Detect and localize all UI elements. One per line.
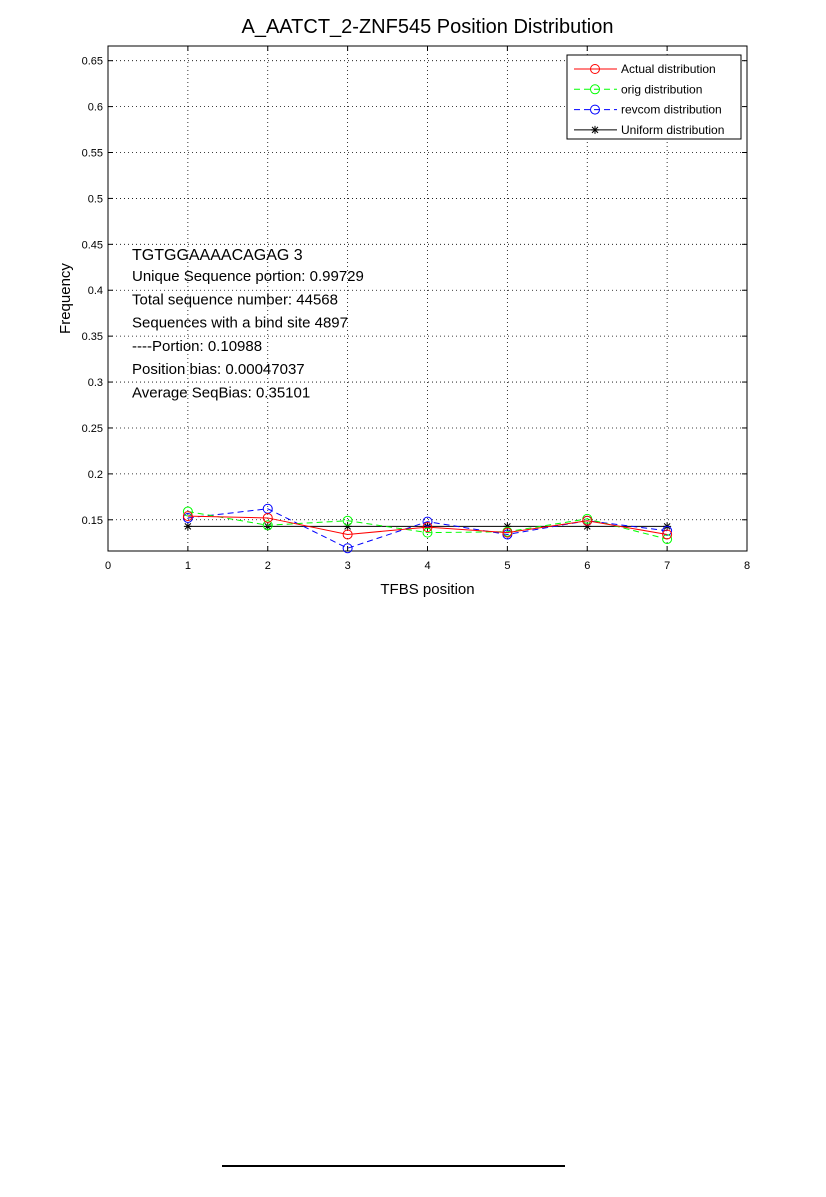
data-point-star [343, 522, 352, 531]
annotation-line: Position bias: 0.00047037 [132, 361, 305, 378]
legend-label: Actual distribution [621, 62, 716, 76]
data-point-circle [662, 525, 673, 536]
x-tick-label: 6 [584, 560, 590, 572]
legend-label: Uniform distribution [621, 123, 724, 137]
data-point-star [583, 522, 592, 531]
annotation-line: Unique Sequence portion: 0.99729 [132, 268, 364, 285]
y-tick-label: 0.65 [82, 56, 103, 68]
x-tick-label: 0 [105, 560, 111, 572]
data-point-circle [262, 512, 273, 523]
x-tick-label: 2 [265, 560, 271, 572]
y-tick-label: 0.6 [88, 102, 103, 114]
x-tick-label: 8 [744, 560, 750, 572]
y-axis-label: Frequency [57, 263, 74, 334]
legend-label: revcom distribution [621, 103, 722, 117]
data-point-star [591, 125, 599, 134]
y-tick-label: 0.3 [88, 377, 103, 389]
annotation-line: ----Portion: 0.10988 [132, 338, 262, 355]
annotation-line: Average SeqBias: 0.35101 [132, 385, 310, 402]
x-tick-label: 7 [664, 560, 670, 572]
data-point-circle [182, 506, 193, 517]
data-point-circle [422, 527, 433, 538]
series-line [187, 511, 668, 540]
footer-rule [222, 1165, 565, 1167]
y-tick-label: 0.45 [82, 239, 103, 251]
x-tick-label: 3 [345, 560, 351, 572]
data-point-circle [590, 104, 600, 115]
annotation-line: Total sequence number: 44568 [132, 291, 338, 308]
data-point-circle [422, 522, 433, 533]
data-point-circle [422, 516, 433, 527]
y-tick-label: 0.55 [82, 148, 103, 160]
y-tick-label: 0.25 [82, 423, 103, 435]
data-point-circle [342, 543, 353, 554]
data-point-star [503, 522, 512, 531]
data-point-circle [662, 529, 673, 540]
data-point-circle [582, 515, 593, 526]
data-point-circle [502, 527, 513, 538]
data-point-circle [590, 84, 600, 95]
data-point-circle [662, 534, 673, 545]
data-point-star [263, 522, 272, 531]
y-tick-label: 0.35 [82, 331, 103, 343]
chart-title: A_AATCT_2-ZNF545 Position Distribution [242, 16, 614, 38]
data-point-star [183, 522, 192, 531]
annotation-line: TGTGGAAAACAGAG 3 [132, 247, 303, 264]
series-line [187, 515, 668, 535]
data-point-circle [342, 529, 353, 540]
data-point-circle [182, 511, 193, 522]
y-tick-label: 0.15 [82, 515, 103, 527]
x-tick-label: 5 [504, 560, 510, 572]
data-point-circle [262, 520, 273, 531]
axes-box [107, 45, 748, 552]
annotation-line: Sequences with a bind site 4897 [132, 315, 348, 332]
x-tick-label: 4 [424, 560, 430, 572]
y-tick-label: 0.5 [88, 193, 103, 205]
data-point-circle [342, 515, 353, 526]
y-tick-label: 0.4 [88, 285, 103, 297]
x-tick-label: 1 [185, 560, 191, 572]
data-point-circle [590, 64, 600, 74]
y-tick-label: 0.2 [88, 469, 103, 481]
x-axis-label: TFBS position [380, 581, 474, 598]
legend-label: orig distribution [621, 82, 702, 96]
